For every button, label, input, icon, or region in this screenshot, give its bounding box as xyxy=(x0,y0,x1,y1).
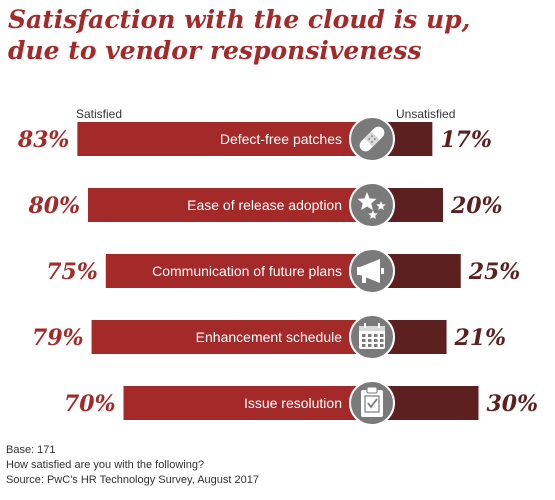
footer-question: How satisfied are you with the following… xyxy=(6,459,205,471)
satisfied-value-label: 75% xyxy=(46,259,98,285)
calendar-icon xyxy=(349,314,395,360)
footer-source: Source: PwC's HR Technology Survey, Augu… xyxy=(6,474,259,486)
category-label: Issue resolution xyxy=(244,395,342,411)
satisfied-value-label: 70% xyxy=(64,391,116,417)
category-label: Enhancement schedule xyxy=(196,329,343,345)
satisfied-value-label: 80% xyxy=(27,193,80,219)
unsatisfied-value-label: 20% xyxy=(450,193,503,219)
unsatisfied-value-label: 30% xyxy=(487,391,539,417)
stars-icon xyxy=(349,182,395,228)
diverging-bar-chart: Defect-free patches 83% 17% Ease of release… xyxy=(17,116,539,426)
bar-satisfied xyxy=(88,188,372,222)
unsatisfied-column-label: Unsatisfied xyxy=(396,107,456,121)
bandage-icon xyxy=(349,116,395,162)
unsatisfied-value-label: 17% xyxy=(440,127,492,153)
bar-satisfied xyxy=(91,320,373,354)
bar-satisfied xyxy=(123,386,372,420)
megaphone-icon xyxy=(349,248,395,294)
category-label: Defect-free patches xyxy=(220,131,342,147)
title-line-1: Satisfaction with the cloud is up, xyxy=(8,5,471,34)
satisfied-value-label: 83% xyxy=(17,127,70,153)
satisfied-column-label: Satisfied xyxy=(76,107,123,121)
clipboard-icon xyxy=(349,380,395,426)
unsatisfied-value-label: 21% xyxy=(454,325,507,351)
bar-satisfied xyxy=(77,122,372,156)
chart-footer: Base: 171 How satisfied are you with the… xyxy=(6,443,259,488)
footer-base: Base: 171 xyxy=(6,444,56,456)
title-line-2: due to vendor responsiveness xyxy=(8,36,422,65)
chart-title: Satisfaction with the cloud is up, due t… xyxy=(8,4,548,66)
category-label: Communication of future plans xyxy=(152,263,342,279)
satisfied-value-label: 79% xyxy=(32,325,84,351)
unsatisfied-value-label: 25% xyxy=(468,259,521,285)
category-label: Ease of release adoption xyxy=(187,197,342,213)
bar-satisfied xyxy=(105,254,372,288)
